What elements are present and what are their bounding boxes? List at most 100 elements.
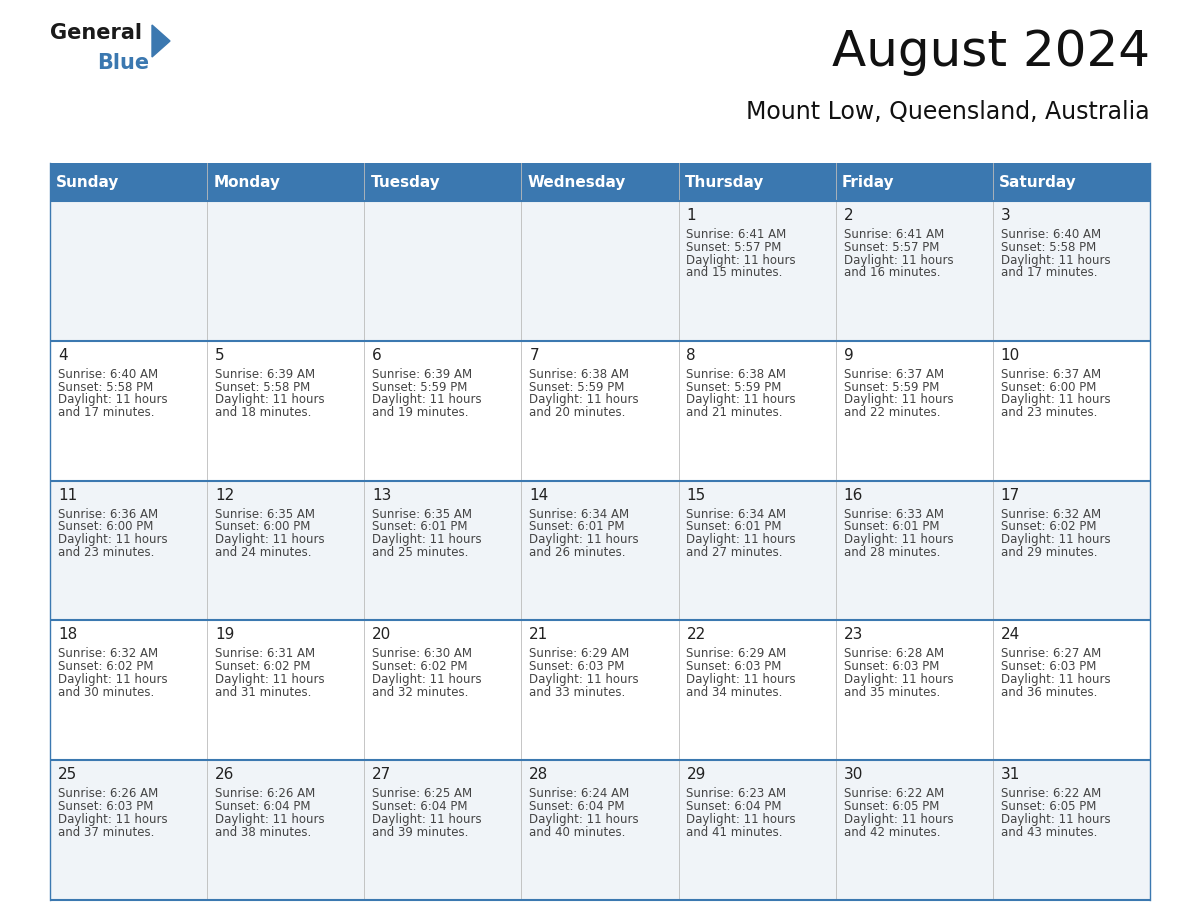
Text: Sunset: 6:02 PM: Sunset: 6:02 PM (372, 660, 468, 673)
Text: Daylight: 11 hours: Daylight: 11 hours (530, 673, 639, 686)
Text: Sunset: 6:01 PM: Sunset: 6:01 PM (530, 521, 625, 533)
Text: 4: 4 (58, 348, 68, 363)
Text: Daylight: 11 hours: Daylight: 11 hours (687, 812, 796, 826)
Text: and 16 minutes.: and 16 minutes. (843, 266, 940, 279)
Text: 11: 11 (58, 487, 77, 502)
Text: Sunday: Sunday (56, 174, 120, 189)
Text: 10: 10 (1000, 348, 1020, 363)
Text: Sunset: 6:02 PM: Sunset: 6:02 PM (58, 660, 153, 673)
Text: Daylight: 11 hours: Daylight: 11 hours (843, 812, 953, 826)
Text: Sunset: 5:59 PM: Sunset: 5:59 PM (372, 381, 468, 394)
Text: Sunset: 6:01 PM: Sunset: 6:01 PM (372, 521, 468, 533)
Text: 19: 19 (215, 627, 234, 643)
Text: 12: 12 (215, 487, 234, 502)
Text: and 17 minutes.: and 17 minutes. (1000, 266, 1098, 279)
Text: and 25 minutes.: and 25 minutes. (372, 546, 468, 559)
Text: 23: 23 (843, 627, 862, 643)
Text: Daylight: 11 hours: Daylight: 11 hours (215, 533, 324, 546)
Text: Blue: Blue (97, 53, 150, 73)
Text: Sunrise: 6:40 AM: Sunrise: 6:40 AM (1000, 228, 1101, 241)
Text: Daylight: 11 hours: Daylight: 11 hours (530, 812, 639, 826)
Text: Friday: Friday (842, 174, 895, 189)
Text: Sunrise: 6:29 AM: Sunrise: 6:29 AM (687, 647, 786, 660)
Text: Sunrise: 6:22 AM: Sunrise: 6:22 AM (1000, 788, 1101, 800)
Text: Sunrise: 6:24 AM: Sunrise: 6:24 AM (530, 788, 630, 800)
Text: Sunset: 6:03 PM: Sunset: 6:03 PM (58, 800, 153, 813)
Text: Sunrise: 6:32 AM: Sunrise: 6:32 AM (58, 647, 158, 660)
Text: Sunset: 5:58 PM: Sunset: 5:58 PM (58, 381, 153, 394)
Text: Daylight: 11 hours: Daylight: 11 hours (843, 673, 953, 686)
Text: General: General (50, 23, 143, 43)
Text: and 19 minutes.: and 19 minutes. (372, 406, 468, 420)
Text: and 18 minutes.: and 18 minutes. (215, 406, 311, 420)
Bar (50, 163, 1150, 201)
Text: 8: 8 (687, 348, 696, 363)
Text: and 43 minutes.: and 43 minutes. (1000, 825, 1097, 839)
Text: Mount Low, Queensland, Australia: Mount Low, Queensland, Australia (746, 100, 1150, 124)
Text: Sunrise: 6:40 AM: Sunrise: 6:40 AM (58, 368, 158, 381)
Text: and 35 minutes.: and 35 minutes. (843, 686, 940, 699)
Text: Daylight: 11 hours: Daylight: 11 hours (372, 673, 482, 686)
Text: and 31 minutes.: and 31 minutes. (215, 686, 311, 699)
Text: Sunset: 6:00 PM: Sunset: 6:00 PM (58, 521, 153, 533)
Text: and 15 minutes.: and 15 minutes. (687, 266, 783, 279)
Text: Sunset: 6:04 PM: Sunset: 6:04 PM (372, 800, 468, 813)
Text: Sunrise: 6:34 AM: Sunrise: 6:34 AM (687, 508, 786, 521)
Text: Sunset: 6:05 PM: Sunset: 6:05 PM (843, 800, 939, 813)
Text: Saturday: Saturday (999, 174, 1076, 189)
Text: Wednesday: Wednesday (527, 174, 626, 189)
Text: Sunrise: 6:26 AM: Sunrise: 6:26 AM (58, 788, 158, 800)
Text: Sunrise: 6:34 AM: Sunrise: 6:34 AM (530, 508, 630, 521)
Text: 2: 2 (843, 208, 853, 223)
Text: 20: 20 (372, 627, 391, 643)
Bar (50, 760, 1150, 900)
Text: Sunrise: 6:41 AM: Sunrise: 6:41 AM (687, 228, 786, 241)
Text: and 20 minutes.: and 20 minutes. (530, 406, 626, 420)
Text: Sunset: 6:03 PM: Sunset: 6:03 PM (1000, 660, 1097, 673)
Text: Sunset: 6:04 PM: Sunset: 6:04 PM (687, 800, 782, 813)
Text: and 22 minutes.: and 22 minutes. (843, 406, 940, 420)
Bar (50, 481, 1150, 621)
Text: Sunrise: 6:33 AM: Sunrise: 6:33 AM (843, 508, 943, 521)
Text: and 32 minutes.: and 32 minutes. (372, 686, 468, 699)
Text: and 39 minutes.: and 39 minutes. (372, 825, 468, 839)
Text: Daylight: 11 hours: Daylight: 11 hours (215, 673, 324, 686)
Text: Daylight: 11 hours: Daylight: 11 hours (58, 533, 168, 546)
Text: 13: 13 (372, 487, 392, 502)
Text: Daylight: 11 hours: Daylight: 11 hours (58, 812, 168, 826)
Text: and 21 minutes.: and 21 minutes. (687, 406, 783, 420)
Text: Sunrise: 6:26 AM: Sunrise: 6:26 AM (215, 788, 315, 800)
Text: Sunrise: 6:27 AM: Sunrise: 6:27 AM (1000, 647, 1101, 660)
Text: Sunset: 6:02 PM: Sunset: 6:02 PM (215, 660, 310, 673)
Text: 22: 22 (687, 627, 706, 643)
Text: Tuesday: Tuesday (371, 174, 441, 189)
Text: Sunset: 5:58 PM: Sunset: 5:58 PM (1000, 241, 1097, 253)
Text: Sunrise: 6:39 AM: Sunrise: 6:39 AM (372, 368, 473, 381)
Text: Sunset: 6:01 PM: Sunset: 6:01 PM (687, 521, 782, 533)
Text: Daylight: 11 hours: Daylight: 11 hours (843, 533, 953, 546)
Text: Daylight: 11 hours: Daylight: 11 hours (215, 812, 324, 826)
Text: 24: 24 (1000, 627, 1020, 643)
Text: Sunset: 6:03 PM: Sunset: 6:03 PM (530, 660, 625, 673)
Text: Daylight: 11 hours: Daylight: 11 hours (1000, 812, 1111, 826)
Text: 25: 25 (58, 767, 77, 782)
Text: Daylight: 11 hours: Daylight: 11 hours (58, 394, 168, 407)
Text: Daylight: 11 hours: Daylight: 11 hours (1000, 253, 1111, 266)
Text: Daylight: 11 hours: Daylight: 11 hours (530, 533, 639, 546)
Text: and 37 minutes.: and 37 minutes. (58, 825, 154, 839)
Text: Daylight: 11 hours: Daylight: 11 hours (215, 394, 324, 407)
Text: Sunrise: 6:30 AM: Sunrise: 6:30 AM (372, 647, 472, 660)
Text: and 24 minutes.: and 24 minutes. (215, 546, 311, 559)
Text: Sunrise: 6:35 AM: Sunrise: 6:35 AM (215, 508, 315, 521)
Text: 5: 5 (215, 348, 225, 363)
Text: Sunrise: 6:31 AM: Sunrise: 6:31 AM (215, 647, 315, 660)
Text: 1: 1 (687, 208, 696, 223)
Text: Sunset: 6:03 PM: Sunset: 6:03 PM (843, 660, 939, 673)
Text: Daylight: 11 hours: Daylight: 11 hours (372, 812, 482, 826)
Text: 17: 17 (1000, 487, 1020, 502)
Text: Daylight: 11 hours: Daylight: 11 hours (687, 533, 796, 546)
Text: Sunrise: 6:36 AM: Sunrise: 6:36 AM (58, 508, 158, 521)
Text: Sunrise: 6:37 AM: Sunrise: 6:37 AM (1000, 368, 1101, 381)
Text: Daylight: 11 hours: Daylight: 11 hours (843, 394, 953, 407)
Text: 18: 18 (58, 627, 77, 643)
